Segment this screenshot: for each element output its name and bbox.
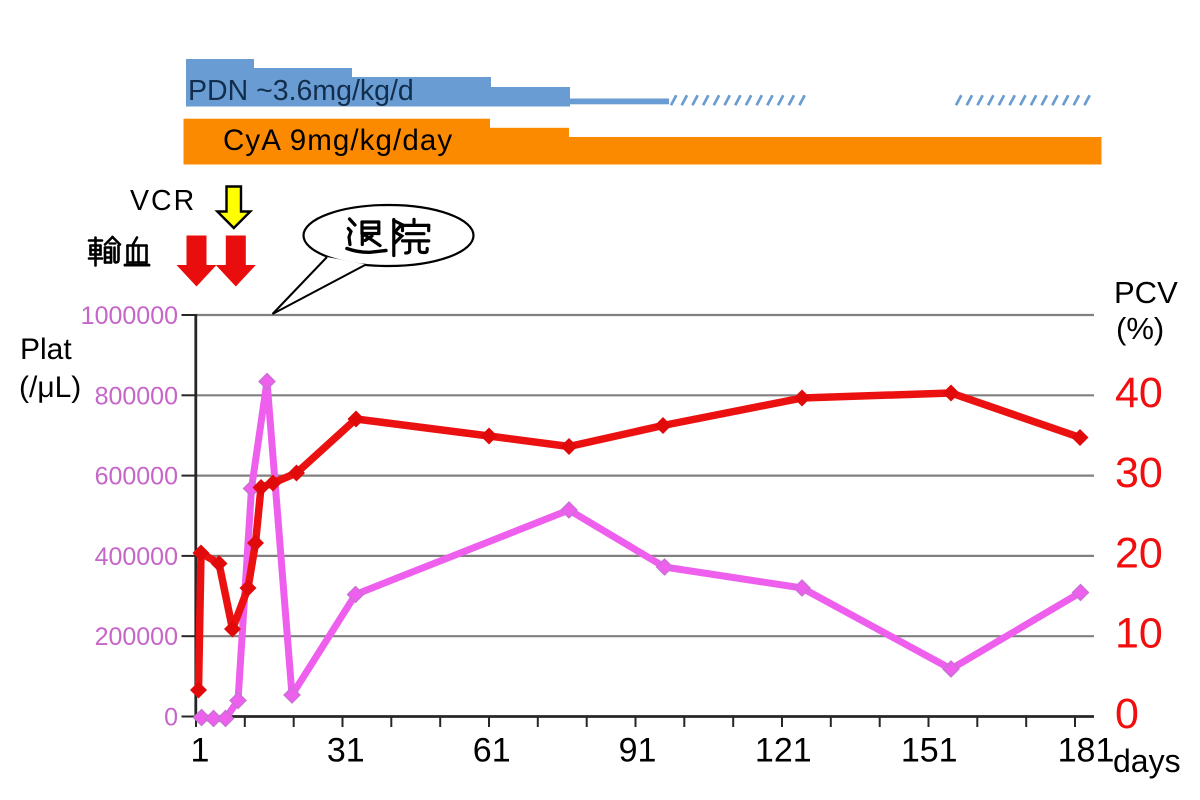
svg-text:0: 0 <box>164 704 178 732</box>
svg-text:31: 31 <box>327 732 365 770</box>
svg-text:600000: 600000 <box>95 463 178 491</box>
svg-text:181: 181 <box>1058 732 1115 770</box>
svg-text:200000: 200000 <box>95 623 178 651</box>
svg-text:30: 30 <box>1115 449 1163 497</box>
svg-text:1: 1 <box>191 732 210 770</box>
svg-text:10: 10 <box>1115 610 1163 658</box>
svg-text:20: 20 <box>1115 529 1163 577</box>
svg-text:CyA 9mg/kg/day: CyA 9mg/kg/day <box>223 124 453 157</box>
svg-text:121: 121 <box>755 732 812 770</box>
svg-text:days: days <box>1113 743 1181 779</box>
svg-text:400000: 400000 <box>95 543 178 571</box>
svg-text:151: 151 <box>901 732 958 770</box>
svg-text:PDN ~3.6mg/kg/d: PDN ~3.6mg/kg/d <box>188 75 414 107</box>
svg-text:800000: 800000 <box>95 382 178 410</box>
svg-text:61: 61 <box>473 732 511 770</box>
svg-text:Plat: Plat <box>20 333 72 366</box>
svg-text:91: 91 <box>619 732 657 770</box>
svg-text:40: 40 <box>1115 369 1163 417</box>
svg-text:PCV: PCV <box>1114 275 1178 310</box>
svg-text:0: 0 <box>1115 690 1139 738</box>
svg-text:1000000: 1000000 <box>81 302 178 330</box>
svg-text:(/μL): (/μL) <box>19 371 81 404</box>
svg-text:VCR: VCR <box>130 185 196 217</box>
svg-text:(%): (%) <box>1116 311 1164 346</box>
